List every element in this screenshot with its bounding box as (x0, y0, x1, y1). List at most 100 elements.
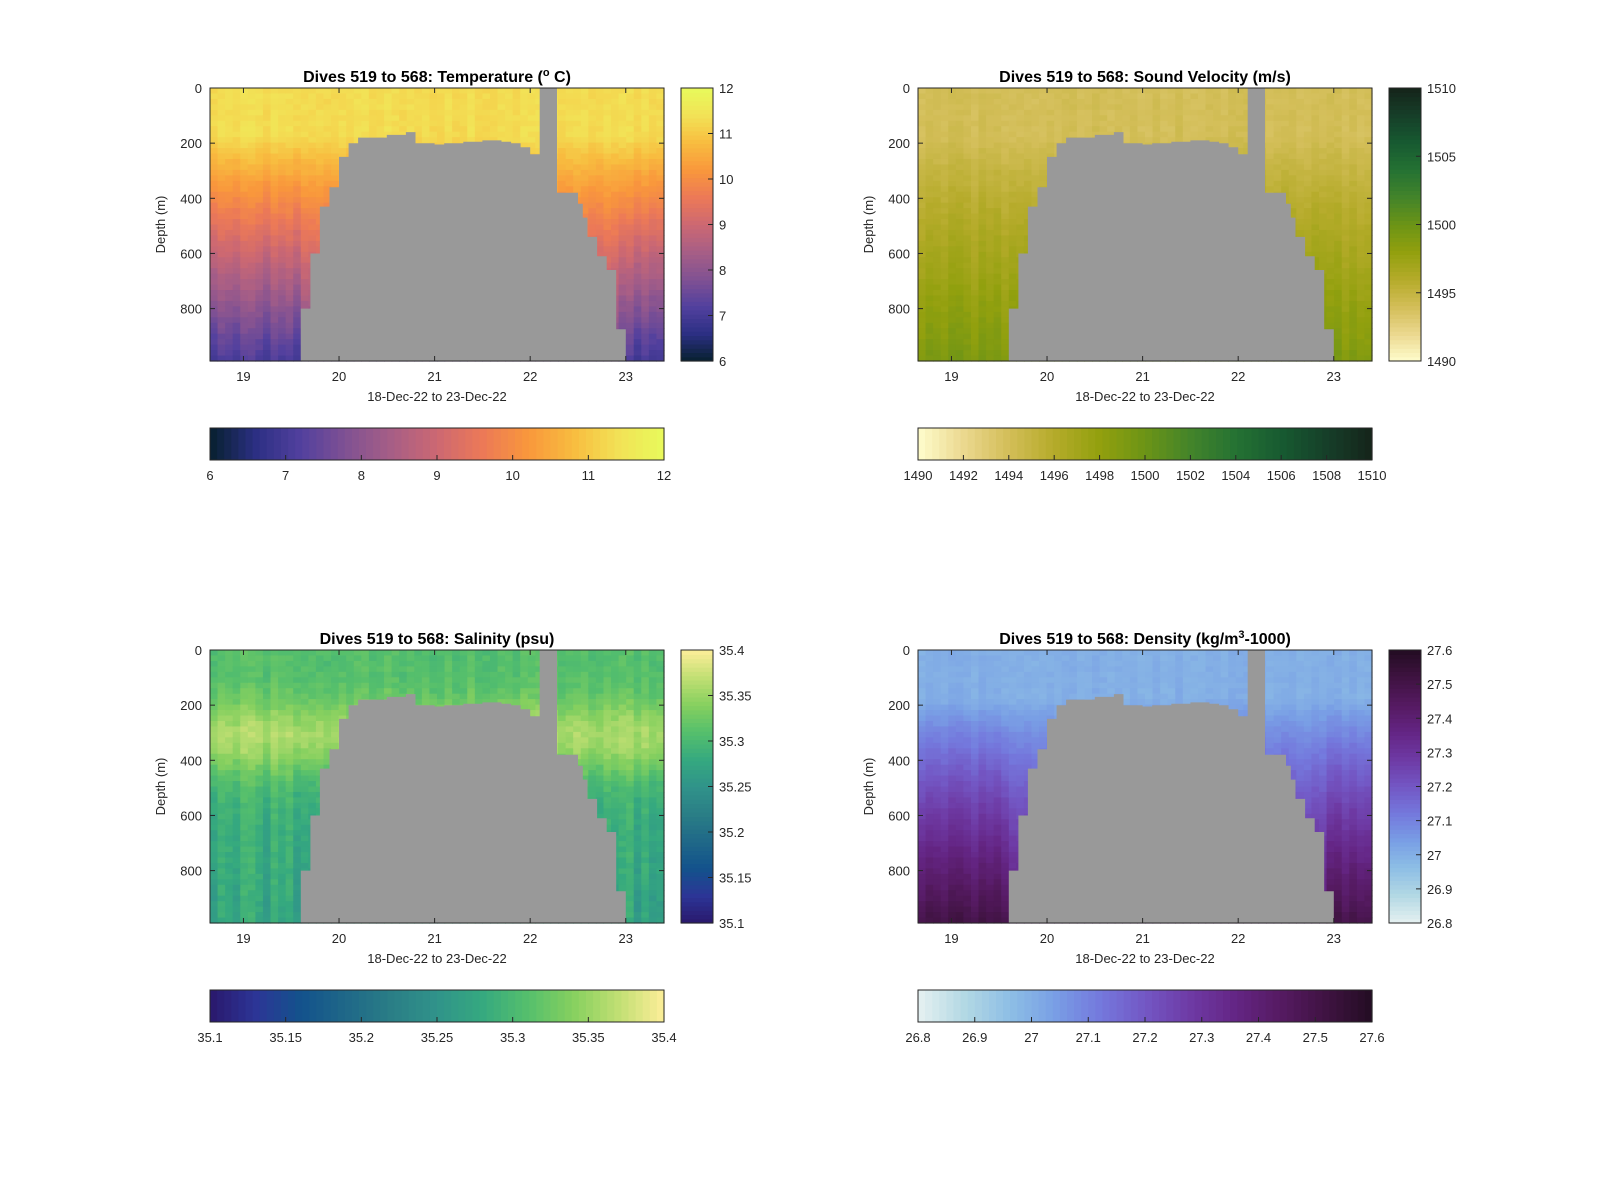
heatmap-cell (1122, 98, 1131, 105)
heatmap-cell (918, 180, 927, 187)
heatmap-cell (217, 328, 226, 335)
heatmap-cell (535, 137, 544, 144)
colorbar-step (422, 428, 431, 460)
heatmap-cell (1031, 175, 1040, 182)
heatmap-cell (331, 164, 340, 171)
heatmap-cell (293, 115, 302, 122)
heatmap-cell (255, 186, 264, 193)
heatmap-cell (232, 208, 241, 215)
heatmap-cell (308, 164, 317, 171)
heatmap-cell (948, 153, 957, 160)
heatmap-cell (588, 219, 597, 226)
heatmap-cell (970, 317, 980, 324)
heatmap-cell (963, 202, 972, 209)
heatmap-cell (648, 88, 658, 95)
heatmap-cell (217, 240, 226, 247)
heatmap-cell (558, 115, 567, 122)
heatmap-cell (1137, 131, 1146, 138)
heatmap-cell (970, 328, 980, 335)
heatmap-cell (278, 197, 287, 204)
heatmap-cell (940, 191, 949, 198)
heatmap-cell (467, 109, 476, 116)
heatmap-cell (940, 311, 949, 318)
heatmap-cell (210, 219, 219, 226)
heatmap-cell (300, 175, 309, 182)
heatmap-cell (656, 235, 665, 242)
heatmap-cell (970, 235, 980, 242)
heatmap-cell (240, 240, 249, 247)
heatmap-cell (955, 295, 964, 302)
colorbar-step (309, 428, 317, 460)
heatmap-cell (618, 126, 627, 133)
heatmap-cell (963, 191, 972, 198)
heatmap-cell (262, 355, 272, 362)
heatmap-cell (217, 93, 226, 100)
heatmap-cell (512, 88, 521, 95)
heatmap-cell (970, 300, 980, 307)
heatmap-cell (986, 104, 995, 111)
heatmap-cell (1031, 98, 1040, 105)
heatmap-cell (611, 229, 620, 237)
heatmap-cell (940, 109, 949, 116)
heatmap-cell (558, 104, 567, 111)
heatmap-cell (648, 186, 658, 193)
heatmap-cell (1107, 131, 1116, 138)
heatmap-cell (993, 246, 1002, 253)
heatmap-cell (278, 142, 287, 149)
heatmap-cell (925, 339, 934, 346)
heatmap-cell (262, 322, 272, 329)
heatmap-cell (353, 131, 362, 138)
heatmap-cell (948, 295, 957, 302)
heatmap-cell (993, 142, 1002, 149)
heatmap-cell (993, 88, 1002, 95)
heatmap-cell (918, 164, 927, 171)
heatmap-cell (978, 339, 987, 346)
heatmap-cell (573, 98, 582, 105)
heatmap-cell (232, 273, 241, 280)
colorbar-step (681, 164, 713, 170)
heatmap-cell (603, 191, 612, 198)
heatmap-cell (285, 317, 294, 324)
heatmap-cell (963, 306, 972, 313)
heatmap-cell (217, 317, 226, 324)
heatmap-cell (210, 295, 219, 302)
heatmap-cell (573, 142, 582, 149)
heatmap-cell (580, 131, 589, 138)
heatmap-cell (1008, 257, 1017, 264)
heatmap-cell (626, 339, 635, 346)
heatmap-cell (925, 158, 934, 166)
heatmap-cell (270, 219, 279, 226)
heatmap-cell (918, 229, 927, 237)
title-superscript: o (543, 67, 550, 79)
heatmap-cell (595, 158, 605, 166)
heatmap-cell (963, 268, 972, 275)
heatmap-cell (626, 213, 635, 220)
heatmap-cell (588, 115, 597, 122)
heatmap-cell (368, 131, 378, 138)
heatmap-cell (633, 175, 642, 182)
heatmap-cell (315, 180, 325, 187)
heatmap-cell (459, 131, 468, 138)
heatmap-cell (588, 142, 597, 149)
heatmap-cell (247, 246, 256, 253)
heatmap-cell (1016, 158, 1025, 166)
heatmap-cell (595, 208, 605, 215)
heatmap-cell (1145, 109, 1154, 116)
heatmap-cell (986, 88, 995, 95)
heatmap-cell (293, 300, 302, 307)
heatmap-cell (315, 175, 325, 182)
heatmap-cell (489, 126, 499, 133)
heatmap-cell (1114, 104, 1123, 111)
heatmap-cell (648, 169, 658, 176)
heatmap-cell (1054, 115, 1063, 122)
heatmap-cell (648, 202, 658, 209)
heatmap-cell (1145, 115, 1154, 122)
heatmap-cell (255, 191, 264, 198)
heatmap-cell (217, 219, 226, 226)
heatmap-cell (993, 290, 1002, 297)
heatmap-cell (656, 153, 665, 160)
heatmap-cell (1046, 142, 1055, 149)
heatmap-cell (626, 191, 635, 198)
heatmap-cell (331, 88, 340, 95)
heatmap-cell (648, 104, 658, 111)
